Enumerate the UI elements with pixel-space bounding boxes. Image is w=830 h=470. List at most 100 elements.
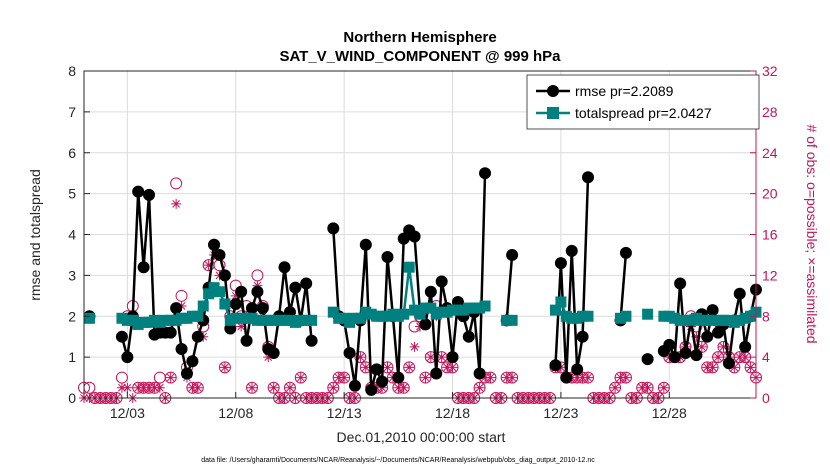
spread-point: [219, 298, 231, 310]
rmse-point: [424, 285, 437, 298]
rmse-point: [251, 285, 264, 298]
legend-label-spread: totalspread pr=2.0427: [575, 105, 712, 121]
obs-possible-point: [218, 361, 231, 374]
series-layer: [83, 167, 762, 396]
rmse-point: [365, 383, 378, 396]
obs-assimilated-point: [236, 321, 247, 332]
spread-point: [327, 306, 339, 318]
obs-assimilated-point: [116, 382, 127, 393]
obs-assimilated-point: [409, 341, 420, 352]
rmse-point: [348, 379, 361, 392]
rmse-point: [706, 304, 719, 317]
obs-assimilated-point: [360, 362, 371, 373]
data-file-footnote: data file: /Users/gharamti/Documents/NCA…: [201, 457, 595, 464]
obs-assimilated-point: [122, 382, 133, 393]
obs-assimilated-point: [615, 372, 626, 383]
spread-point: [414, 308, 426, 320]
obs-assimilated-point: [133, 382, 144, 393]
y-tick-label: 4: [68, 227, 76, 243]
rmse-point: [256, 302, 269, 315]
chart-title: Northern Hemisphere: [343, 29, 496, 46]
rmse-point: [435, 275, 448, 288]
obs-assimilated-point: [219, 362, 230, 373]
obs-assimilated-point: [740, 352, 751, 363]
legend-box: [526, 74, 760, 130]
rmse-point: [668, 351, 681, 364]
rmse-point: [560, 371, 573, 384]
obs-assimilated-point: [583, 372, 593, 383]
rmse-point: [446, 351, 459, 364]
obs-assimilated-point: [398, 382, 409, 393]
obs-possible-point: [294, 371, 307, 384]
obs-assimilated-point: [382, 362, 393, 373]
chart-subtitle: SAT_V_WIND_COMPONENT @ 999 hPa: [279, 48, 561, 65]
spread-point: [203, 288, 215, 300]
rmse-point: [473, 367, 486, 380]
obs-possible-point: [403, 361, 416, 374]
obs-assimilated-point: [696, 341, 707, 352]
obs-assimilated-point: [377, 382, 388, 393]
rmse-point: [180, 367, 193, 380]
obs-assimilated-point: [637, 382, 648, 393]
rmse-point: [115, 330, 128, 343]
y-tick-label: 0: [68, 390, 76, 406]
obs-assimilated-point: [203, 260, 214, 271]
obs-assimilated-point: [187, 382, 198, 393]
obs-assimilated-point: [620, 372, 631, 383]
spread-point: [306, 314, 318, 326]
y-tick-label: 7: [68, 104, 76, 120]
x-tick-label: 12/18: [435, 405, 470, 421]
y-tick-label: 5: [68, 186, 76, 202]
y-tick-label-right: 28: [762, 104, 778, 120]
obs-assimilated-point: [263, 352, 274, 363]
rmse-point: [143, 188, 156, 201]
obs-assimilated-point: [702, 362, 713, 373]
obs-assimilated-point: [442, 362, 453, 373]
obs-assimilated-point: [610, 382, 621, 393]
y-tick-label-right: 20: [762, 186, 778, 202]
y-tick-label-right: 12: [762, 267, 778, 283]
rmse-point: [733, 287, 746, 300]
rmse-point: [267, 347, 280, 360]
rmse-point: [571, 363, 584, 376]
rmse-point: [229, 297, 242, 310]
obs-assimilated-point: [295, 372, 306, 383]
x-axis-label: Dec.01,2010 00:00:00 start: [337, 429, 506, 445]
obs-assimilated-point: [707, 362, 718, 373]
y-tick-label-right: 0: [762, 390, 770, 406]
rmse-point: [663, 338, 676, 351]
rmse-point: [289, 281, 302, 294]
legend: rmse pr=2.2089 totalspread pr=2.0427: [526, 74, 760, 130]
obs-possible-point: [473, 381, 486, 394]
rmse-point: [679, 347, 692, 360]
obs-assimilated-point: [268, 382, 279, 393]
spread-point: [354, 312, 366, 324]
rmse-point: [343, 347, 356, 360]
obs-possible-point: [283, 381, 296, 394]
obs-assimilated-point: [138, 382, 149, 393]
spread-point: [620, 310, 632, 322]
obs-assimilated-point: [485, 372, 496, 383]
rmse-point: [576, 330, 589, 343]
rmse-point: [305, 334, 318, 347]
y-tick-label: 6: [68, 145, 76, 161]
y-tick-label-right: 4: [762, 349, 770, 365]
obs-possible-point: [170, 177, 183, 190]
rmse-point: [121, 351, 134, 364]
obs-assimilated-point: [284, 382, 295, 393]
obs-possible-point: [267, 381, 280, 394]
spread-point: [506, 314, 518, 326]
rmse-point: [246, 302, 258, 315]
rmse-point: [170, 302, 183, 315]
rmse-point: [164, 326, 177, 339]
rmse-point: [430, 367, 443, 380]
rmse-point: [674, 277, 687, 290]
rmse-line: [619, 252, 628, 321]
rmse-point: [392, 371, 405, 384]
rmse-point: [619, 246, 632, 259]
rmse-line: [505, 254, 514, 321]
rmse-point: [240, 334, 253, 347]
rmse-point: [739, 340, 752, 353]
obs-assimilated-point: [691, 331, 702, 342]
